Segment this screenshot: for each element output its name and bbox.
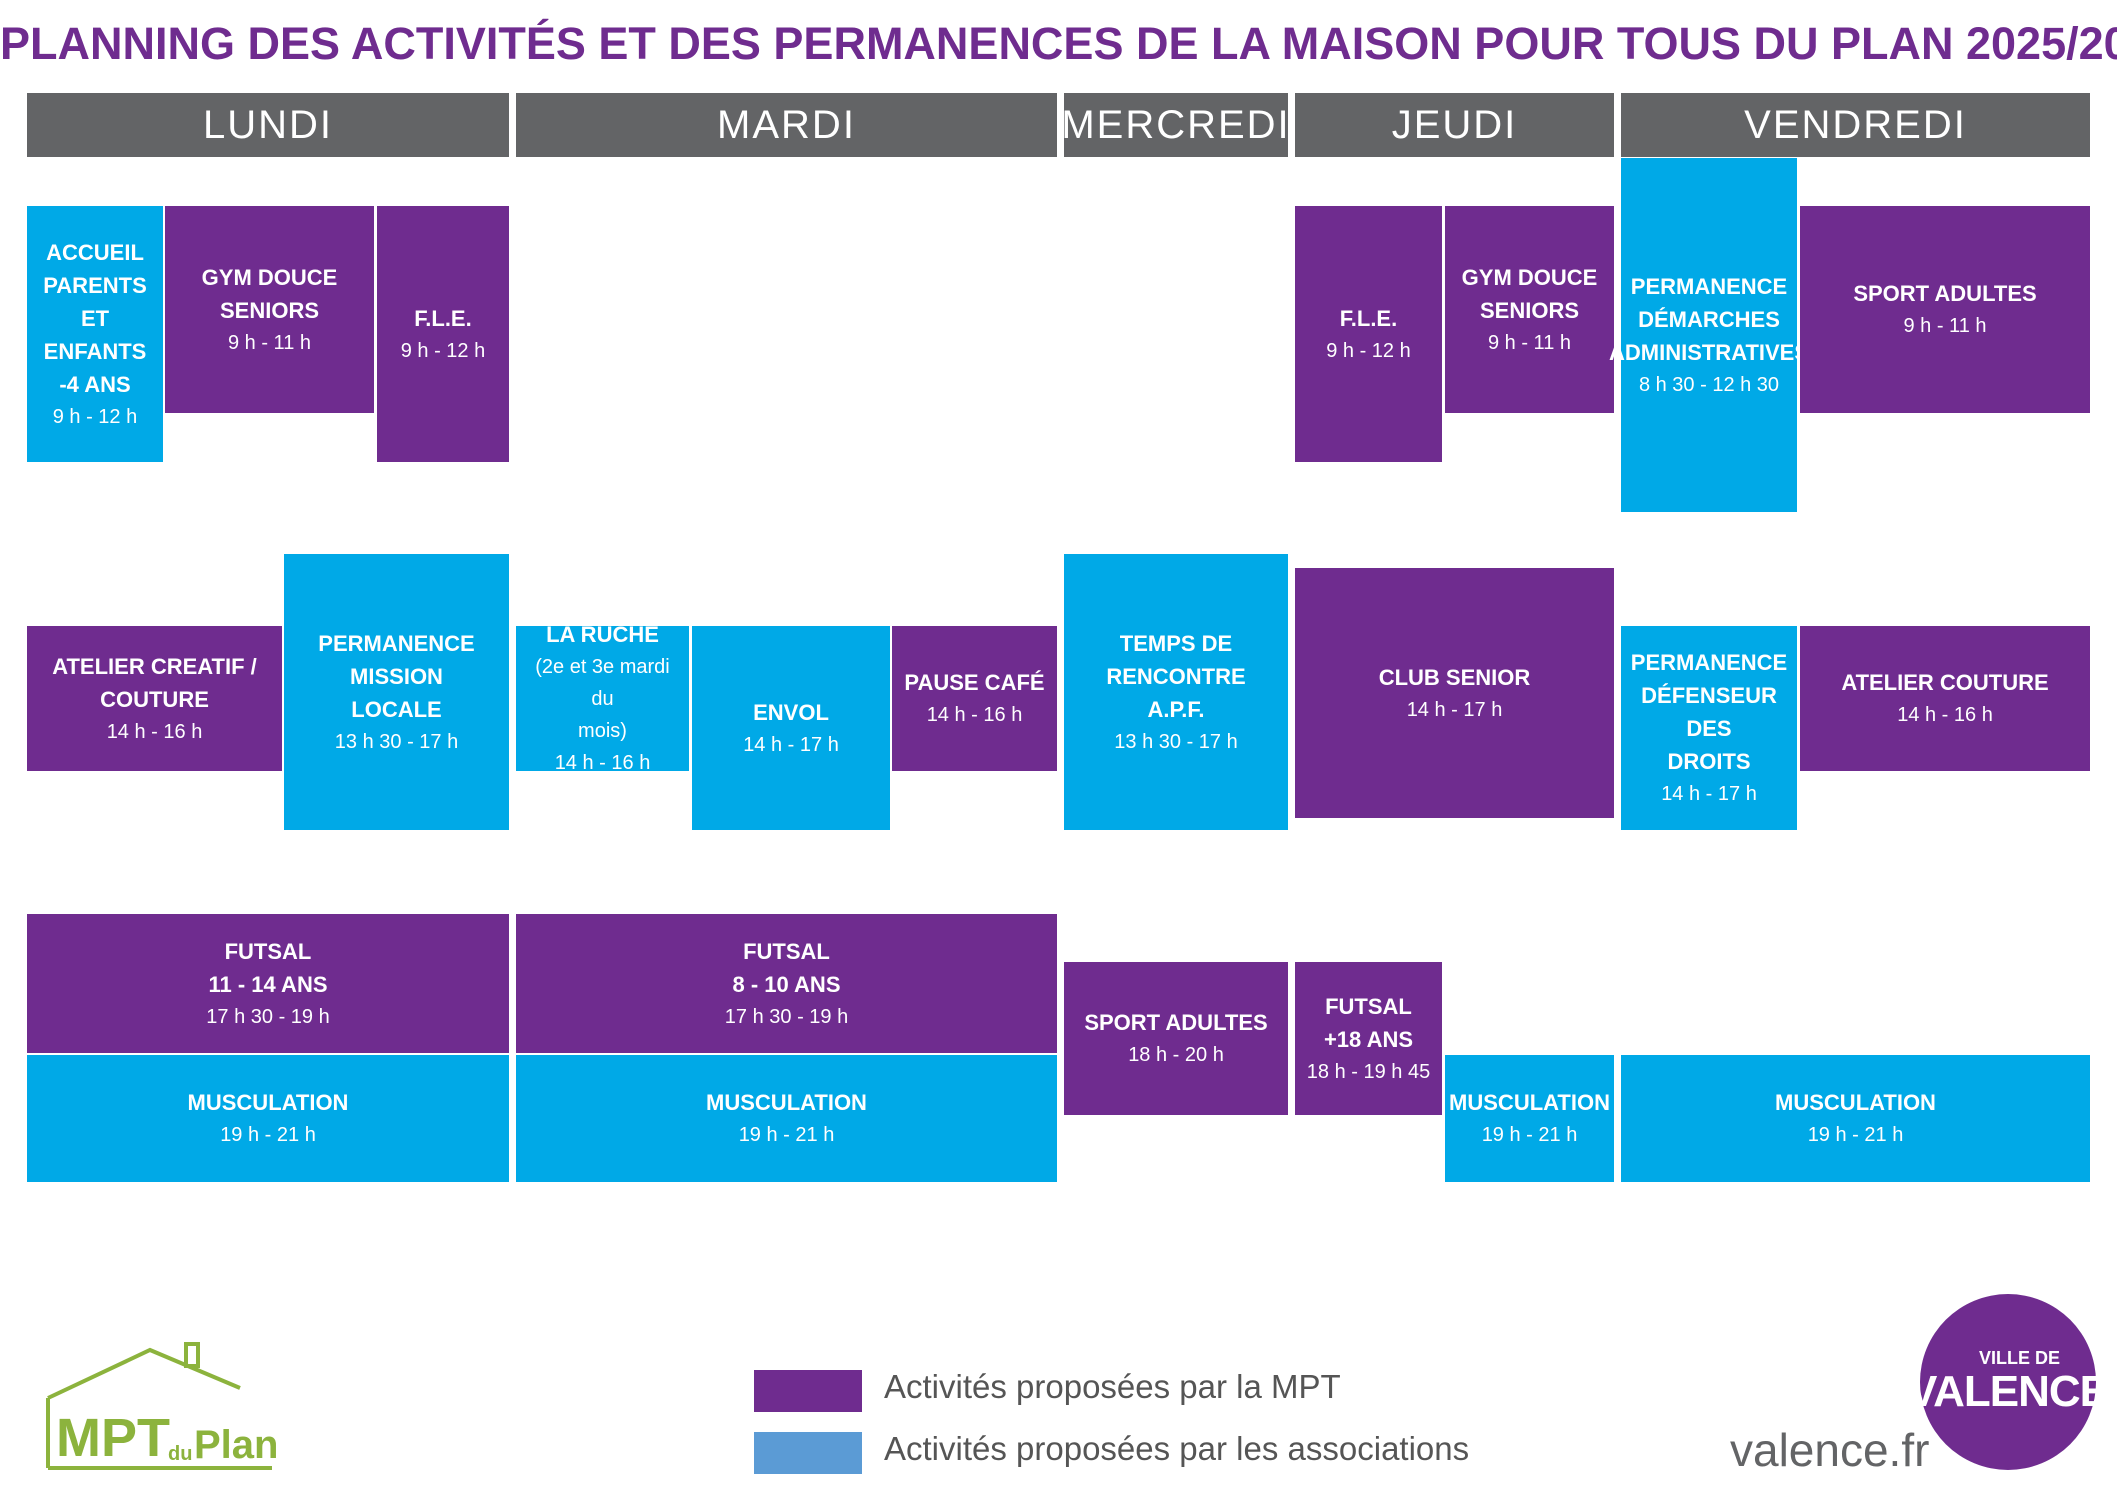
activity-atelier-couture: ATELIER COUTURE 14 h - 16 h [1800,626,2090,771]
badge-big-text: VALENCE [1908,1366,2109,1416]
activity-time: 13 h 30 - 17 h [334,730,459,753]
activity-envol: ENVOL 14 h - 17 h [692,626,890,830]
activity-name: TEMPS DE RENCONTRE A.P.F. [1106,630,1246,722]
legend-swatch-mpt [754,1370,862,1412]
activity-name: ATELIER COUTURE [1841,670,2049,695]
activity-name: LA RUCHE [546,622,659,647]
activity-pause-cafe: PAUSE CAFÉ 14 h - 16 h [892,626,1057,771]
activity-name: PERMANENCE MISSION LOCALE [318,630,475,722]
activity-time: 14 h - 17 h [1406,698,1503,721]
legend-swatch-associations [754,1432,862,1474]
activity-atelier-creatif: ATELIER CREATIF / COUTURE 14 h - 16 h [27,626,282,771]
activity-name: SPORT ADULTES [1084,1010,1268,1035]
activity-temps-de-rencontre: TEMPS DE RENCONTRE A.P.F. 13 h 30 - 17 h [1064,554,1288,830]
activity-name: FUTSAL 11 - 14 ANS [208,938,328,997]
activity-sport-adultes-mercredi: SPORT ADULTES 18 h - 20 h [1064,962,1288,1115]
activity-name: CLUB SENIOR [1378,664,1531,690]
activity-time: 13 h 30 - 17 h [1114,730,1238,753]
activity-time: 14 h - 17 h [743,733,839,756]
day-header-mardi: MARDI [516,93,1057,157]
activity-sport-adultes-vendredi: SPORT ADULTES 9 h - 11 h [1800,206,2090,413]
activity-name: MUSCULATION [1775,1090,1936,1115]
activity-name: GYM DOUCE SENIORS [1461,264,1598,323]
activity-name: GYM DOUCE SENIORS [201,264,338,323]
activity-time: 14 h - 16 h [926,704,1023,726]
activity-name: PERMANENCE DÉFENSEUR DES DROITS [1630,650,1788,774]
activity-time: 9 h - 12 h [52,405,138,428]
activity-name: PAUSE CAFÉ [904,670,1045,695]
activity-club-senior: CLUB SENIOR 14 h - 17 h [1295,568,1614,818]
activity-time: 9 h - 12 h [1326,339,1411,362]
activity-la-ruche: LA RUCHE (2e et 3e mardi du mois) 14 h -… [516,622,689,774]
activity-musculation-jeudi: MUSCULATION 19 h - 21 h [1445,1055,1614,1182]
activity-name: SPORT ADULTES [1853,281,2037,306]
activity-time: 19 h - 21 h [1481,1124,1578,1146]
activity-gym-douce-seniors-jeudi: GYM DOUCE SENIORS 9 h - 11 h [1445,206,1614,413]
activity-note: (2e et 3e mardi du mois) [535,656,670,742]
logo-plan-text: Plan [194,1423,278,1467]
activity-time: 14 h - 17 h [1661,783,1757,805]
activity-musculation-vendredi: MUSCULATION 19 h - 21 h [1621,1055,2090,1182]
activity-name: ENVOL [753,699,829,725]
activity-musculation-lundi: MUSCULATION 19 h - 21 h [27,1055,509,1182]
activity-futsal-8-10: FUTSAL 8 - 10 ANS 17 h 30 - 19 h [516,914,1057,1053]
activity-time: 9 h - 12 h [400,339,486,362]
activity-time: 19 h - 21 h [1807,1124,1904,1146]
activity-time: 19 h - 21 h [738,1124,835,1146]
activity-time: 9 h - 11 h [227,331,312,354]
activity-musculation-mardi: MUSCULATION 19 h - 21 h [516,1055,1057,1182]
activity-time: 17 h 30 - 19 h [724,1005,849,1028]
legend-label-mpt: Activités proposées par la MPT [884,1368,1341,1405]
mpt-du-plan-logo: MPT du Plan [46,1342,278,1470]
activity-name: ACCUEIL PARENTS ET ENFANTS -4 ANS [43,239,147,397]
day-header-vendredi: VENDREDI [1621,93,2090,157]
activity-permanence-demarches: PERMANENCE DÉMARCHES ADMINISTRATIVES 8 h… [1609,158,1809,512]
activity-time: 14 h - 16 h [106,720,203,743]
activity-name: FUTSAL 8 - 10 ANS [732,938,841,997]
activity-gym-douce-seniors-lundi: GYM DOUCE SENIORS 9 h - 11 h [165,206,374,413]
activity-fle-lundi: F.L.E. 9 h - 12 h [377,206,509,462]
activity-permanence-defenseur: PERMANENCE DÉFENSEUR DES DROITS 14 h - 1… [1621,626,1797,830]
badge-small-text: VILLE DE [1978,1347,2060,1368]
day-header-jeudi: JEUDI [1295,93,1614,157]
activity-name: ATELIER CREATIF / COUTURE [52,653,257,712]
activity-futsal-18-plus: FUTSAL +18 ANS 18 h - 19 h 45 [1295,962,1442,1115]
footer-url: valence.fr [1730,1424,1930,1476]
day-header-mercredi: MERCREDI [1061,93,1289,157]
activity-time: 14 h - 16 h [554,752,651,774]
activity-permanence-mission-locale: PERMANENCE MISSION LOCALE 13 h 30 - 17 h [284,554,509,830]
activity-futsal-11-14: FUTSAL 11 - 14 ANS 17 h 30 - 19 h [27,914,509,1053]
activity-time: 8 h 30 - 12 h 30 [1638,373,1780,396]
legend-label-associations: Activités proposées par les associations [884,1430,1470,1467]
logo-du-text: du [168,1443,192,1465]
activity-fle-jeudi: F.L.E. 9 h - 12 h [1295,206,1442,462]
page-title: PLANNING DES ACTIVITÉS ET DES PERMANENCE… [0,18,2117,69]
activity-time: 18 h - 19 h 45 [1306,1060,1431,1083]
day-header-lundi: LUNDI [27,93,509,157]
activity-name: PERMANENCE DÉMARCHES ADMINISTRATIVES [1608,273,1810,365]
activity-name: MUSCULATION [706,1090,867,1115]
activity-time: 9 h - 11 h [1487,331,1572,354]
activity-accueil-parents-enfants: ACCUEIL PARENTS ET ENFANTS -4 ANS 9 h - … [27,206,163,462]
activity-name: F.L.E. [1339,305,1398,331]
activity-name: F.L.E. [414,305,472,331]
activity-name: MUSCULATION [187,1090,349,1115]
activity-time: 18 h - 20 h [1128,1044,1224,1066]
ville-de-valence-badge: VILLE DE VALENCE [1908,1294,2109,1470]
logo-mpt-text: MPT [56,1408,170,1468]
activity-name: FUTSAL +18 ANS [1323,993,1414,1052]
activity-time: 17 h 30 - 19 h [206,1005,330,1028]
activity-time: 9 h - 11 h [1903,315,1987,337]
activity-time: 14 h - 16 h [1897,704,1993,726]
activity-time: 19 h - 21 h [220,1124,316,1146]
activity-name: MUSCULATION [1449,1090,1610,1115]
